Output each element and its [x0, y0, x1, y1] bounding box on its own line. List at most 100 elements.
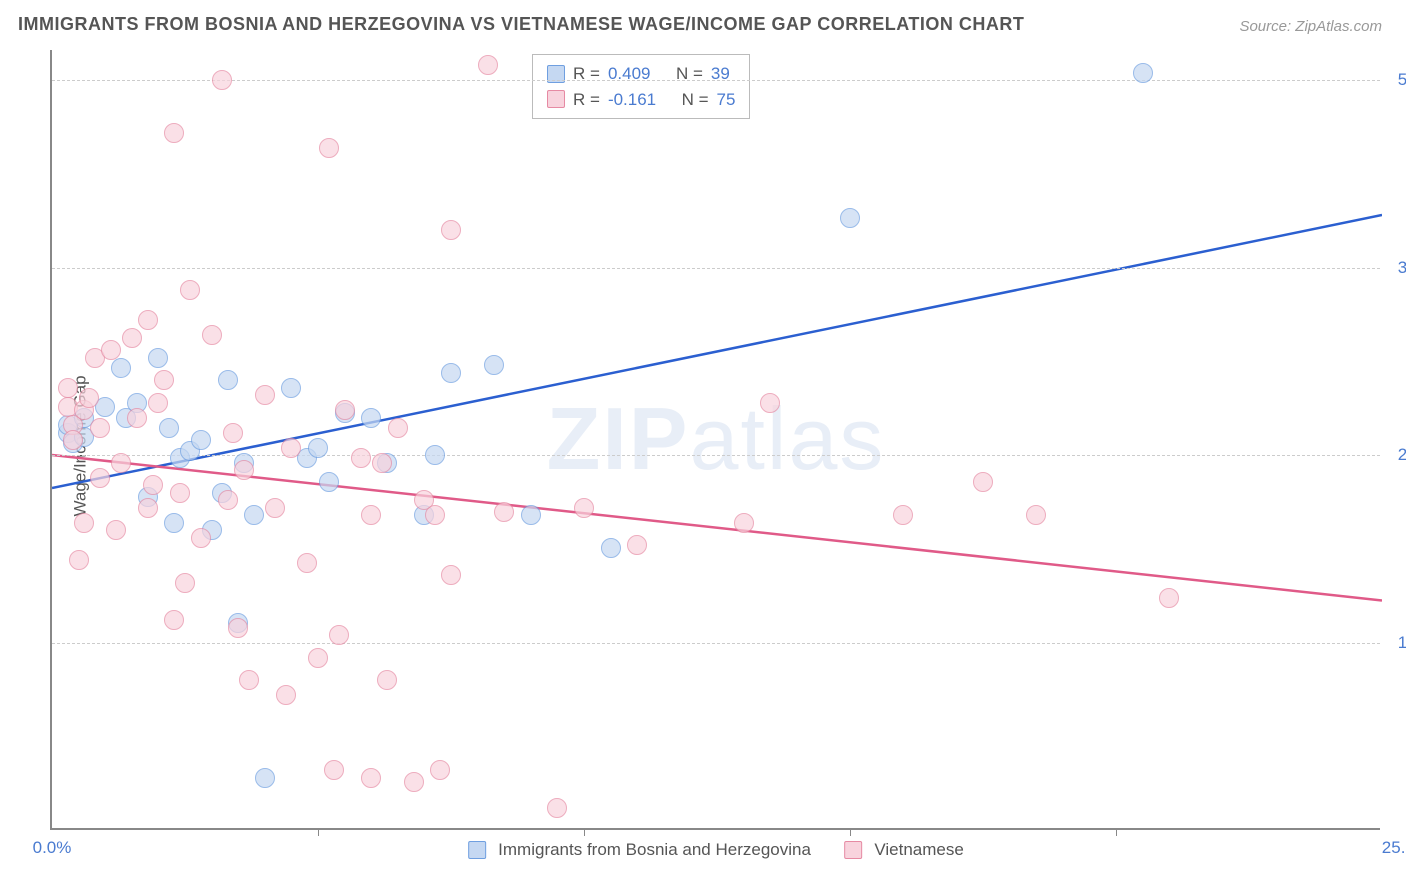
x-tick-mark: [584, 828, 585, 836]
data-point: [425, 445, 445, 465]
data-point: [106, 520, 126, 540]
legend-label-2: Vietnamese: [874, 840, 963, 860]
data-point: [180, 280, 200, 300]
data-point: [170, 483, 190, 503]
data-point: [404, 772, 424, 792]
stats-row-1: R = 0.409 N = 39: [547, 61, 735, 87]
data-point: [281, 438, 301, 458]
data-point: [734, 513, 754, 533]
watermark-rest: atlas: [690, 389, 886, 488]
data-point: [627, 535, 647, 555]
data-point: [111, 453, 131, 473]
data-point: [191, 528, 211, 548]
grid-h: [52, 643, 1380, 644]
data-point: [175, 573, 195, 593]
data-point: [276, 685, 296, 705]
data-point: [335, 400, 355, 420]
n-value: 75: [717, 87, 736, 113]
data-point: [361, 408, 381, 428]
data-point: [1026, 505, 1046, 525]
legend-bottom: Immigrants from Bosnia and Herzegovina V…: [468, 840, 964, 860]
n-label: N =: [676, 61, 703, 87]
swatch-blue-icon: [468, 841, 486, 859]
y-tick-label: 25.0%: [1398, 445, 1406, 465]
data-point: [441, 220, 461, 240]
r-label: R =: [573, 61, 600, 87]
data-point: [319, 472, 339, 492]
data-point: [840, 208, 860, 228]
data-point: [255, 385, 275, 405]
data-point: [122, 328, 142, 348]
n-label: N =: [682, 87, 709, 113]
data-point: [228, 618, 248, 638]
data-point: [1159, 588, 1179, 608]
data-point: [372, 453, 392, 473]
data-point: [893, 505, 913, 525]
watermark: ZIPatlas: [547, 388, 886, 490]
data-point: [329, 625, 349, 645]
r-value: 0.409: [608, 61, 651, 87]
data-point: [441, 565, 461, 585]
data-point: [430, 760, 450, 780]
data-point: [308, 648, 328, 668]
chart-title: IMMIGRANTS FROM BOSNIA AND HERZEGOVINA V…: [18, 14, 1024, 35]
x-tick-mark: [850, 828, 851, 836]
data-point: [361, 505, 381, 525]
grid-h: [52, 80, 1380, 81]
data-point: [223, 423, 243, 443]
data-point: [164, 123, 184, 143]
data-point: [255, 768, 275, 788]
x-tick-label: 0.0%: [33, 838, 72, 858]
data-point: [574, 498, 594, 518]
data-point: [164, 513, 184, 533]
data-point: [127, 408, 147, 428]
legend-label-1: Immigrants from Bosnia and Herzegovina: [498, 840, 811, 860]
source-label: Source: ZipAtlas.com: [1239, 18, 1382, 35]
trend-line: [52, 215, 1382, 488]
plot-area: ZIPatlas R = 0.409 N = 39 R = -0.161 N =…: [50, 50, 1380, 830]
swatch-pink-icon: [844, 841, 862, 859]
data-point: [138, 310, 158, 330]
data-point: [164, 610, 184, 630]
x-tick-mark: [318, 828, 319, 836]
data-point: [90, 418, 110, 438]
data-point: [58, 378, 78, 398]
stats-row-2: R = -0.161 N = 75: [547, 87, 735, 113]
data-point: [69, 550, 89, 570]
trend-line: [52, 455, 1382, 601]
x-tick-mark: [1116, 828, 1117, 836]
x-tick-label: 25.0%: [1382, 838, 1406, 858]
data-point: [202, 325, 222, 345]
data-point: [297, 553, 317, 573]
trend-lines: [52, 50, 1382, 830]
data-point: [760, 393, 780, 413]
data-point: [324, 760, 344, 780]
data-point: [191, 430, 211, 450]
data-point: [234, 460, 254, 480]
watermark-bold: ZIP: [547, 389, 690, 488]
data-point: [319, 138, 339, 158]
data-point: [218, 490, 238, 510]
data-point: [79, 388, 99, 408]
data-point: [308, 438, 328, 458]
data-point: [521, 505, 541, 525]
grid-h: [52, 268, 1380, 269]
data-point: [478, 55, 498, 75]
data-point: [138, 498, 158, 518]
stats-box: R = 0.409 N = 39 R = -0.161 N = 75: [532, 54, 750, 119]
data-point: [218, 370, 238, 390]
data-point: [159, 418, 179, 438]
data-point: [281, 378, 301, 398]
data-point: [265, 498, 285, 518]
data-point: [244, 505, 264, 525]
n-value: 39: [711, 61, 730, 87]
r-value: -0.161: [608, 87, 656, 113]
data-point: [212, 70, 232, 90]
data-point: [90, 468, 110, 488]
y-tick-label: 12.5%: [1398, 633, 1406, 653]
data-point: [377, 670, 397, 690]
data-point: [239, 670, 259, 690]
data-point: [143, 475, 163, 495]
data-point: [351, 448, 371, 468]
data-point: [425, 505, 445, 525]
